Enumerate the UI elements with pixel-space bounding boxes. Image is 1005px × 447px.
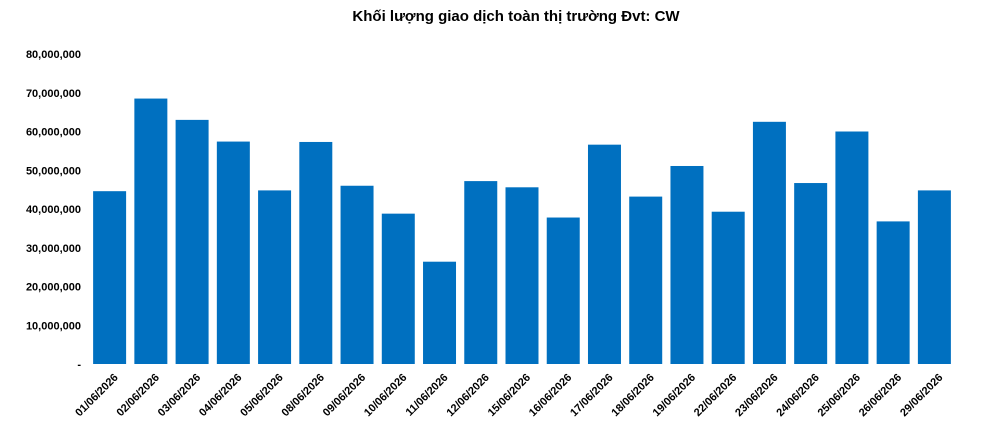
bar	[464, 181, 498, 364]
x-axis: 01/06/202602/06/202603/06/202604/06/2026…	[73, 372, 945, 419]
bar	[752, 121, 786, 364]
bar	[917, 190, 951, 364]
x-tick-label: 23/06/2026	[733, 372, 780, 419]
chart-title: Khối lượng giao dịch toàn thị trường Đvt…	[352, 8, 680, 25]
x-tick-label: 25/06/2026	[816, 372, 863, 419]
bar	[670, 165, 704, 364]
x-tick-label: 22/06/2026	[692, 372, 739, 419]
bar	[299, 141, 333, 364]
bar	[381, 213, 415, 364]
bar	[423, 261, 457, 364]
x-tick-label: 12/06/2026	[444, 372, 491, 419]
bar	[587, 144, 621, 364]
bar	[711, 211, 745, 364]
y-tick-label: 80,000,000	[26, 49, 81, 61]
x-tick-label: 01/06/2026	[73, 372, 120, 419]
x-tick-label: 08/06/2026	[280, 372, 327, 419]
x-tick-label: 16/06/2026	[527, 372, 574, 419]
x-tick-label: 29/06/2026	[898, 372, 945, 419]
bar	[175, 119, 209, 365]
bar	[216, 141, 250, 364]
bar	[258, 190, 292, 364]
bar	[93, 191, 127, 364]
y-tick-label: 10,000,000	[26, 320, 81, 332]
x-tick-label: 15/06/2026	[486, 372, 533, 419]
bars	[93, 98, 951, 365]
bar	[546, 217, 580, 364]
bar	[134, 98, 168, 364]
x-tick-label: 26/06/2026	[857, 372, 904, 419]
y-tick-label: 70,000,000	[26, 88, 81, 100]
x-tick-label: 03/06/2026	[156, 372, 203, 419]
x-tick-label: 17/06/2026	[568, 372, 615, 419]
x-tick-label: 18/06/2026	[609, 372, 656, 419]
x-tick-label: 04/06/2026	[197, 372, 244, 419]
y-tick-label: 30,000,000	[26, 243, 81, 255]
bar	[876, 221, 910, 364]
y-tick-label: 20,000,000	[26, 282, 81, 294]
y-tick-label: 60,000,000	[26, 127, 81, 139]
bar	[794, 183, 828, 364]
x-tick-label: 11/06/2026	[404, 372, 451, 419]
bar	[835, 131, 869, 364]
y-tick-label: 40,000,000	[26, 204, 81, 216]
y-tick-label: 50,000,000	[26, 165, 81, 177]
x-tick-label: 09/06/2026	[321, 372, 368, 419]
x-tick-label: 10/06/2026	[362, 372, 409, 419]
x-tick-label: 05/06/2026	[238, 372, 285, 419]
bar	[340, 185, 374, 364]
y-tick-label: -	[77, 359, 81, 371]
bar	[505, 187, 539, 364]
x-tick-label: 19/06/2026	[651, 372, 698, 419]
bar	[629, 196, 663, 364]
y-axis: - 10,000,000 20,000,000 30,000,000 40,000,00…	[26, 49, 81, 371]
x-tick-label: 24/06/2026	[774, 372, 821, 419]
x-tick-label: 02/06/2026	[115, 372, 162, 419]
